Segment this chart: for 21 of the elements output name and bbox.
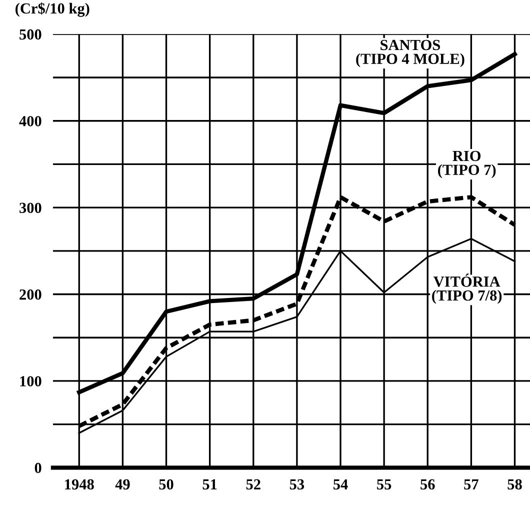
x-tick-label: 53 [290,479,304,490]
y-tick-label: 400 [19,116,42,126]
series-label: SANTOS (TIPO 4 MOLE) [356,40,464,68]
x-tick-label: 56 [420,479,435,490]
y-tick-label: 500 [20,29,42,40]
series-label: VITÓRIA (TIPO 7/8) [432,274,502,304]
x-tick-label: 54 [333,479,348,490]
y-tick-label: 100 [20,376,42,386]
x-tick-label: 51 [202,479,217,490]
series-label: RIO (TIPO 7) [438,150,496,178]
y-tick-label: 0 [34,462,42,474]
y-tick-label: 300 [20,202,42,214]
x-tick-label: 49 [115,479,130,490]
x-tick-label: 50 [159,479,174,490]
y-tick-label: 200 [20,289,42,300]
x-tick-label: 57 [464,479,478,490]
x-tick-label: 58 [508,479,522,490]
y-axis-title: (Cr$/10 kg) [16,2,90,17]
x-tick-label: 1948 [65,479,94,490]
x-tick-label: 55 [377,479,392,490]
x-tick-label: 52 [246,479,260,490]
